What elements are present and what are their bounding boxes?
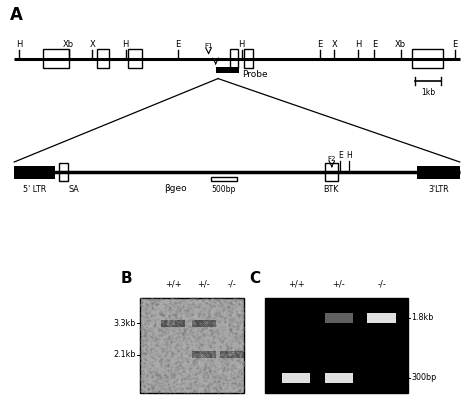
Text: 5' LTR: 5' LTR bbox=[23, 185, 46, 194]
Text: +/-: +/- bbox=[333, 279, 345, 288]
Text: 1kb: 1kb bbox=[421, 88, 435, 97]
Text: +/+: +/+ bbox=[164, 279, 182, 288]
Bar bbox=[325, 163, 338, 181]
Bar bbox=[192, 351, 216, 358]
Bar bbox=[325, 373, 353, 383]
Bar bbox=[43, 49, 69, 68]
Text: F2: F2 bbox=[328, 156, 336, 162]
Bar bbox=[161, 320, 185, 327]
Text: F1: F1 bbox=[204, 43, 213, 49]
Text: -/-: -/- bbox=[377, 279, 386, 288]
Text: +/-: +/- bbox=[198, 279, 210, 288]
Bar bbox=[59, 163, 68, 181]
Bar bbox=[220, 351, 244, 358]
Bar bbox=[192, 320, 216, 327]
Text: SA: SA bbox=[68, 185, 79, 194]
Text: A: A bbox=[9, 6, 22, 24]
Bar bbox=[216, 67, 239, 73]
Text: H: H bbox=[238, 40, 245, 49]
Bar bbox=[282, 373, 310, 383]
Text: E: E bbox=[372, 40, 377, 49]
Text: E: E bbox=[317, 40, 323, 49]
Text: 3.3kb: 3.3kb bbox=[114, 319, 136, 328]
Bar bbox=[14, 166, 55, 179]
Text: Xb: Xb bbox=[63, 40, 74, 49]
Text: E: E bbox=[175, 40, 181, 49]
Bar bbox=[412, 49, 443, 68]
Bar bbox=[244, 49, 253, 68]
Bar bbox=[211, 177, 237, 181]
Text: R1: R1 bbox=[216, 68, 225, 75]
Text: 500bp: 500bp bbox=[212, 185, 236, 194]
Text: -/-: -/- bbox=[228, 279, 237, 288]
Bar bbox=[140, 298, 244, 393]
Text: X: X bbox=[331, 40, 337, 49]
Text: Probe: Probe bbox=[242, 70, 267, 79]
Text: +/+: +/+ bbox=[288, 279, 305, 288]
Bar bbox=[97, 49, 109, 68]
Text: H: H bbox=[16, 40, 22, 49]
Bar bbox=[325, 313, 353, 323]
Text: X: X bbox=[90, 40, 95, 49]
Text: C: C bbox=[249, 271, 260, 286]
Text: E: E bbox=[452, 40, 458, 49]
Text: H: H bbox=[122, 40, 129, 49]
Bar bbox=[265, 298, 408, 393]
Text: Xb: Xb bbox=[395, 40, 406, 49]
Text: H: H bbox=[355, 40, 361, 49]
Text: βgeo: βgeo bbox=[164, 184, 187, 193]
Bar bbox=[230, 49, 238, 68]
Text: E: E bbox=[338, 151, 343, 160]
Text: 300bp: 300bp bbox=[411, 373, 437, 382]
Bar bbox=[417, 166, 460, 179]
Bar bbox=[128, 49, 142, 68]
Text: 2.1kb: 2.1kb bbox=[114, 350, 136, 359]
Text: 1.8kb: 1.8kb bbox=[411, 313, 434, 322]
Text: H: H bbox=[346, 151, 352, 160]
Text: B: B bbox=[121, 271, 133, 286]
Text: 3'LTR: 3'LTR bbox=[428, 185, 449, 194]
Text: BTK: BTK bbox=[324, 185, 339, 194]
Bar bbox=[367, 313, 396, 323]
